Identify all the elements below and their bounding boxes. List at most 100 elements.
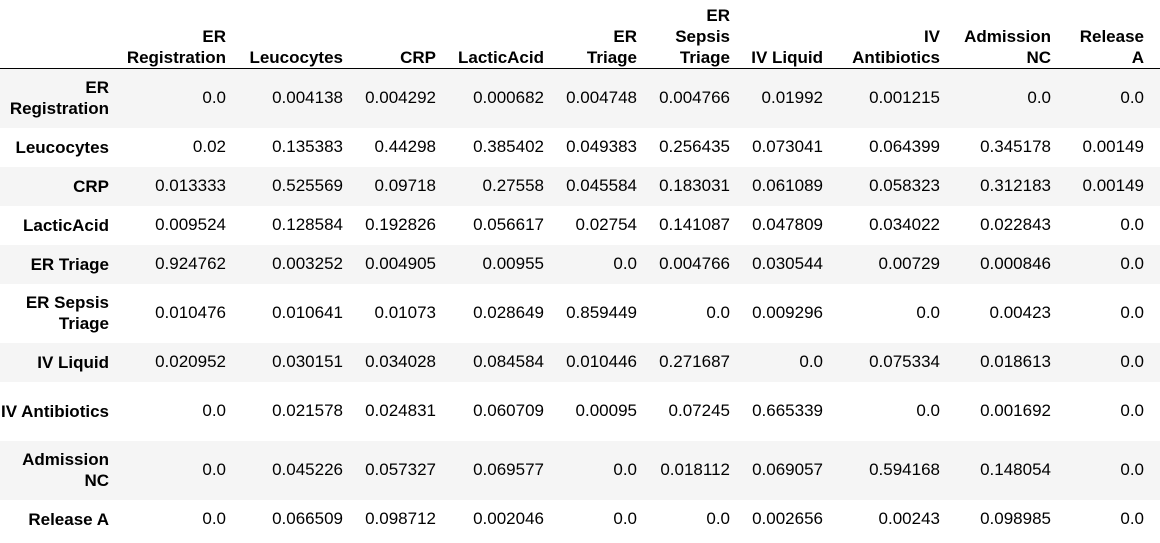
table-cell: 0.0 xyxy=(1120,460,1144,479)
table-cell: 0.003252 xyxy=(272,254,343,273)
table-cell: 0.002656 xyxy=(752,509,823,528)
table-cell: 0.44298 xyxy=(374,137,436,156)
table-body: ER Registration 0.0 0.004138 0.004292 0.… xyxy=(0,68,1160,539)
table-cell: 0.000682 xyxy=(473,88,544,108)
table-cell: 0.010476 xyxy=(155,303,226,322)
table-cell: 0.034022 xyxy=(869,215,940,234)
table-cell: 0.034028 xyxy=(365,352,436,371)
table-cell: 0.00243 xyxy=(878,509,940,528)
table-cell: 0.084584 xyxy=(473,352,544,371)
table-cell: 0.00955 xyxy=(482,254,544,273)
table-cell: 0.0 xyxy=(613,254,637,273)
table-cell: 0.018112 xyxy=(660,460,730,479)
table-cell: 0.069057 xyxy=(752,460,823,479)
table-cell: 0.064399 xyxy=(869,137,940,156)
table-cell: 0.024831 xyxy=(365,401,436,420)
table-cell: 0.073041 xyxy=(752,137,823,156)
table-cell: 0.004292 xyxy=(365,88,436,108)
row-header: ER Triage xyxy=(30,254,109,274)
table-cell: 0.141087 xyxy=(659,215,730,234)
table-cell: 0.271687 xyxy=(659,352,730,371)
table-cell: 0.004138 xyxy=(272,88,343,108)
table-cell: 0.009524 xyxy=(155,215,226,234)
table-row: ER Triage 0.924762 0.003252 0.004905 0.0… xyxy=(0,244,1160,284)
table-cell: 0.030544 xyxy=(752,254,823,273)
table-cell: 0.665339 xyxy=(752,401,823,420)
column-header: Admission NC xyxy=(956,0,1067,69)
row-header: Leucocytes xyxy=(15,137,109,157)
table-cell: 0.020952 xyxy=(155,352,226,371)
table-cell: 0.594168 xyxy=(869,460,940,479)
column-header: Leucocytes xyxy=(242,0,359,69)
header-corner xyxy=(0,0,118,69)
table-cell: 0.924762 xyxy=(155,254,226,273)
table-cell: 0.0 xyxy=(1120,303,1144,322)
table-cell: 0.057327 xyxy=(365,460,436,479)
table-cell: 0.004766 xyxy=(659,88,730,108)
table-cell: 0.049383 xyxy=(566,137,637,156)
table-cell: 0.00423 xyxy=(989,303,1051,322)
row-header: ER Registration xyxy=(9,78,109,119)
table-cell: 0.256435 xyxy=(659,137,730,156)
table-cell: 0.345178 xyxy=(980,137,1051,156)
column-header: LacticAcid xyxy=(452,0,560,69)
column-header: ER Registration xyxy=(118,0,242,69)
table-cell: 0.00149 xyxy=(1082,137,1144,156)
table-cell: 0.047809 xyxy=(752,215,823,234)
table-cell: 0.525569 xyxy=(272,176,343,195)
table-row: ER Registration 0.0 0.004138 0.004292 0.… xyxy=(0,68,1160,128)
table-cell: 0.021578 xyxy=(272,401,343,420)
table-cell: 0.859449 xyxy=(566,303,637,322)
table-cell: 0.09718 xyxy=(374,176,436,195)
column-header: ER Triage xyxy=(560,0,653,69)
table-cell: 0.0 xyxy=(202,460,226,479)
table-cell: 0.0 xyxy=(1120,352,1144,371)
column-header: Release A xyxy=(1067,0,1160,69)
table-header: ER Registration Leucocytes CRP LacticAci… xyxy=(0,0,1160,69)
table-cell: 0.098985 xyxy=(980,509,1051,528)
table-cell: 0.192826 xyxy=(365,215,436,234)
column-header: ER Sepsis Triage xyxy=(653,0,746,69)
table-cell: 0.312183 xyxy=(980,176,1051,195)
table-cell: 0.004905 xyxy=(365,254,436,273)
table-cell: 0.0 xyxy=(706,303,730,322)
row-header: CRP xyxy=(73,176,109,196)
table-cell: 0.0 xyxy=(613,509,637,528)
table-cell: 0.00095 xyxy=(575,401,637,420)
table-row: IV Liquid 0.020952 0.030151 0.034028 0.0… xyxy=(0,342,1160,382)
table-cell: 0.183031 xyxy=(659,176,730,195)
table-cell: 0.02 xyxy=(192,137,226,156)
row-header: ER Sepsis Triage xyxy=(25,293,109,333)
table-row: CRP 0.013333 0.525569 0.09718 0.27558 0.… xyxy=(0,166,1160,206)
table-cell: 0.061089 xyxy=(752,176,823,195)
table-cell: 0.01073 xyxy=(374,303,436,322)
table-cell: 0.07245 xyxy=(668,401,730,420)
column-header: CRP xyxy=(359,0,452,69)
table-cell: 0.075334 xyxy=(869,352,940,371)
column-header: IV Liquid xyxy=(746,0,839,69)
table-cell: 0.045584 xyxy=(566,176,637,195)
row-header: LacticAcid xyxy=(23,215,109,235)
table-cell: 0.001692 xyxy=(980,401,1051,420)
table-cell: 0.000846 xyxy=(980,254,1051,273)
table-cell: 0.066509 xyxy=(272,509,343,528)
table-row: Admission NC 0.0 0.045226 0.057327 0.069… xyxy=(0,440,1160,500)
table-cell: 0.010641 xyxy=(272,303,343,322)
table-cell: 0.010446 xyxy=(566,352,637,371)
table-cell: 0.135383 xyxy=(272,137,343,156)
table-cell: 0.045226 xyxy=(272,460,343,479)
row-header: IV Antibiotics xyxy=(1,401,109,421)
table-cell: 0.0 xyxy=(202,509,226,528)
table-cell: 0.0 xyxy=(1120,215,1144,234)
table-cell: 0.030151 xyxy=(272,352,343,371)
table-row: Leucocytes 0.02 0.135383 0.44298 0.38540… xyxy=(0,128,1160,167)
table-cell: 0.148054 xyxy=(980,460,1051,479)
table-cell: 0.0 xyxy=(202,88,226,108)
table-cell: 0.004748 xyxy=(566,88,637,108)
table-cell: 0.069577 xyxy=(473,460,544,479)
table-cell: 0.018613 xyxy=(980,352,1051,371)
row-header: Admission NC xyxy=(22,450,109,490)
table-row: ER Sepsis Triage 0.010476 0.010641 0.010… xyxy=(0,284,1160,343)
table-cell: 0.013333 xyxy=(155,176,226,195)
